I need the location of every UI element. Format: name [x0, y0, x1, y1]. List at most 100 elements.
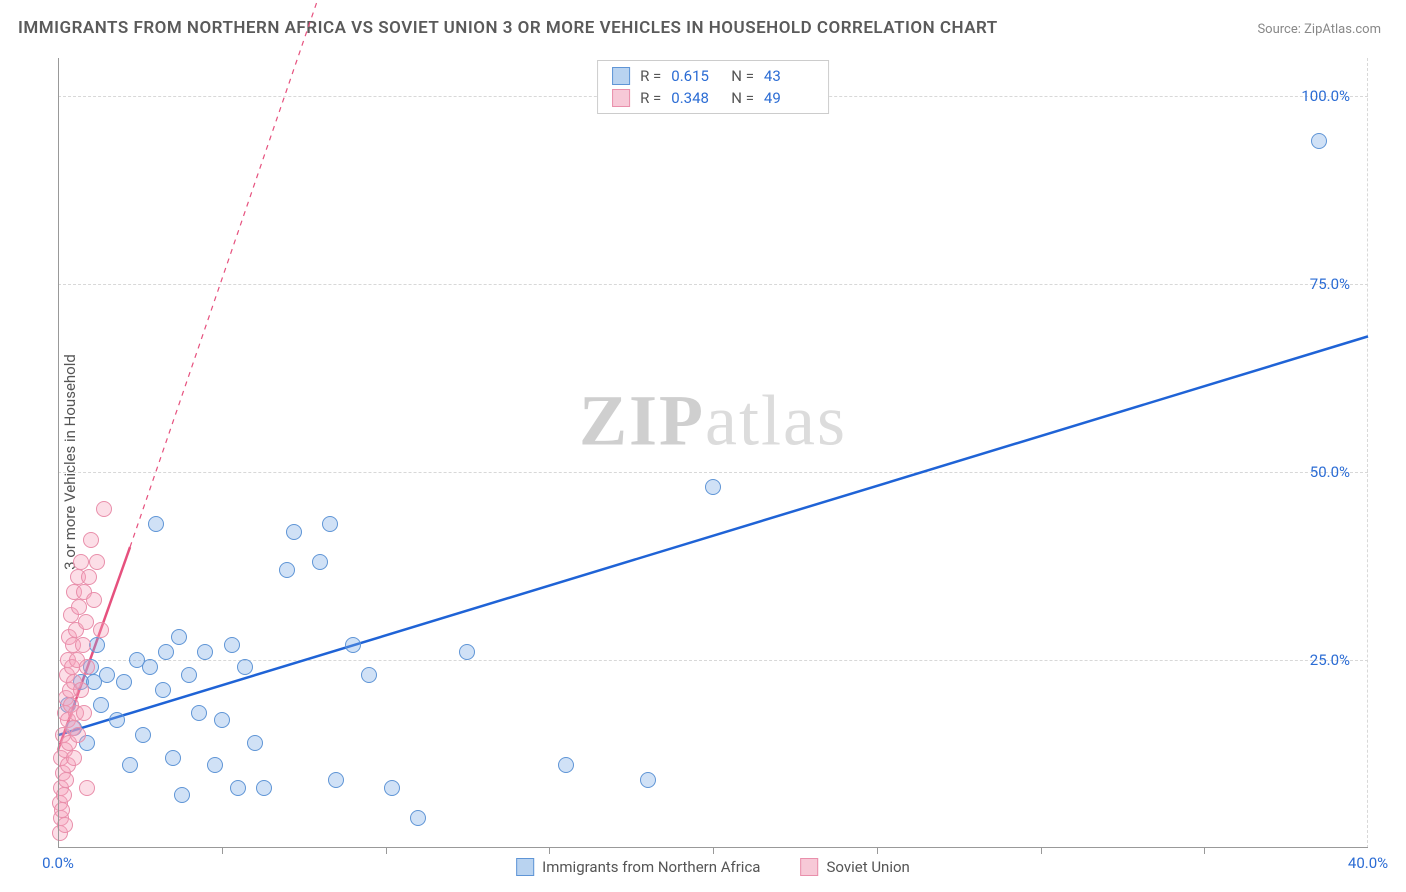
- scatter-dot: [410, 810, 426, 826]
- y-tick-label: 50.0%: [1310, 463, 1350, 481]
- stat-row: R =0.348N =49: [612, 87, 814, 109]
- source-attribution: Source: ZipAtlas.com: [1257, 22, 1381, 37]
- x-tick-mark: [549, 848, 550, 854]
- scatter-dot: [640, 772, 656, 788]
- y-tick-label: 100.0%: [1301, 87, 1350, 105]
- scatter-dot: [237, 659, 253, 675]
- x-tick-mark: [877, 848, 878, 854]
- legend-swatch: [612, 67, 630, 85]
- scatter-dot: [142, 659, 158, 675]
- scatter-dot: [214, 712, 230, 728]
- scatter-dot: [54, 802, 70, 818]
- scatter-dot: [66, 750, 82, 766]
- grid-line-v: [1367, 58, 1368, 848]
- scatter-dot: [76, 705, 92, 721]
- scatter-dot: [345, 637, 361, 653]
- scatter-dot: [71, 599, 87, 615]
- scatter-dot: [279, 562, 295, 578]
- scatter-dot: [148, 516, 164, 532]
- grid-line-h: [58, 284, 1368, 285]
- scatter-dot: [79, 780, 95, 796]
- scatter-dot: [286, 524, 302, 540]
- stats-legend-box: R =0.615N =43R =0.348N =49: [597, 60, 829, 114]
- trend-lines: [58, 58, 1368, 848]
- r-label: R =: [640, 67, 661, 85]
- y-axis-label: 3 or more Vehicles in Household: [61, 354, 79, 570]
- scatter-dot: [171, 629, 187, 645]
- y-tick-label: 75.0%: [1310, 275, 1350, 293]
- scatter-dot: [93, 697, 109, 713]
- n-value: 43: [764, 67, 814, 85]
- grid-line-h: [58, 660, 1368, 661]
- y-axis-line: [58, 58, 59, 848]
- scatter-dot: [181, 667, 197, 683]
- scatter-dot: [75, 637, 91, 653]
- legend-item: Immigrants from Northern Africa: [516, 858, 760, 876]
- scatter-dot: [89, 637, 105, 653]
- bottom-legend: Immigrants from Northern Africa Soviet Un…: [516, 858, 910, 876]
- scatter-dot: [705, 479, 721, 495]
- trend-line-solid: [58, 336, 1368, 735]
- scatter-dot: [256, 780, 272, 796]
- scatter-dot: [312, 554, 328, 570]
- scatter-dot: [70, 727, 86, 743]
- scatter-dot: [224, 637, 240, 653]
- legend-label: Immigrants from Northern Africa: [542, 858, 760, 876]
- x-tick-mark: [1041, 848, 1042, 854]
- x-tick-mark: [713, 848, 714, 854]
- scatter-dot: [58, 772, 74, 788]
- source-label: Source:: [1257, 22, 1300, 37]
- x-tick-mark: [222, 848, 223, 854]
- stat-row: R =0.615N =43: [612, 65, 814, 87]
- legend-swatch: [612, 89, 630, 107]
- r-value: 0.615: [671, 67, 721, 85]
- scatter-dot: [197, 644, 213, 660]
- scatter-dot: [96, 501, 112, 517]
- x-tick-label: 40.0%: [1348, 854, 1388, 872]
- scatter-dot: [158, 644, 174, 660]
- legend-swatch: [800, 858, 818, 876]
- legend-label: Soviet Union: [826, 858, 909, 876]
- n-value: 49: [764, 89, 814, 107]
- scatter-dot: [93, 622, 109, 638]
- x-axis-line: [58, 847, 1368, 848]
- legend-item: Soviet Union: [800, 858, 909, 876]
- x-tick-mark: [1204, 848, 1205, 854]
- scatter-dot: [83, 532, 99, 548]
- scatter-dot: [73, 682, 89, 698]
- trend-line-dashed: [130, 0, 336, 547]
- scatter-dot: [230, 780, 246, 796]
- scatter-dot: [247, 735, 263, 751]
- watermark: ZIPatlas: [579, 380, 847, 463]
- scatter-dot: [155, 682, 171, 698]
- scatter-dot: [89, 554, 105, 570]
- scatter-dot: [165, 750, 181, 766]
- scatter-dot: [459, 644, 475, 660]
- scatter-dot: [122, 757, 138, 773]
- watermark-bold: ZIP: [579, 381, 705, 461]
- scatter-dot: [79, 659, 95, 675]
- scatter-dot: [116, 674, 132, 690]
- scatter-dot: [328, 772, 344, 788]
- scatter-dot: [322, 516, 338, 532]
- scatter-dot: [207, 757, 223, 773]
- x-tick-mark: [386, 848, 387, 854]
- scatter-dot: [191, 705, 207, 721]
- grid-line-h: [58, 472, 1368, 473]
- scatter-dot: [174, 787, 190, 803]
- scatter-dot: [384, 780, 400, 796]
- source-name: ZipAtlas.com: [1304, 22, 1381, 37]
- x-tick-label: 0.0%: [42, 854, 74, 872]
- scatter-dot: [558, 757, 574, 773]
- scatter-dot: [1311, 133, 1327, 149]
- scatter-dot: [109, 712, 125, 728]
- y-tick-label: 25.0%: [1310, 651, 1350, 669]
- scatter-dot: [78, 614, 94, 630]
- scatter-dot: [86, 592, 102, 608]
- scatter-dot: [361, 667, 377, 683]
- chart-title: IMMIGRANTS FROM NORTHERN AFRICA VS SOVIE…: [18, 18, 998, 38]
- plot-area: 3 or more Vehicles in Household ZIPatlas…: [58, 58, 1368, 848]
- scatter-dot: [81, 569, 97, 585]
- scatter-dot: [73, 554, 89, 570]
- legend-swatch: [516, 858, 534, 876]
